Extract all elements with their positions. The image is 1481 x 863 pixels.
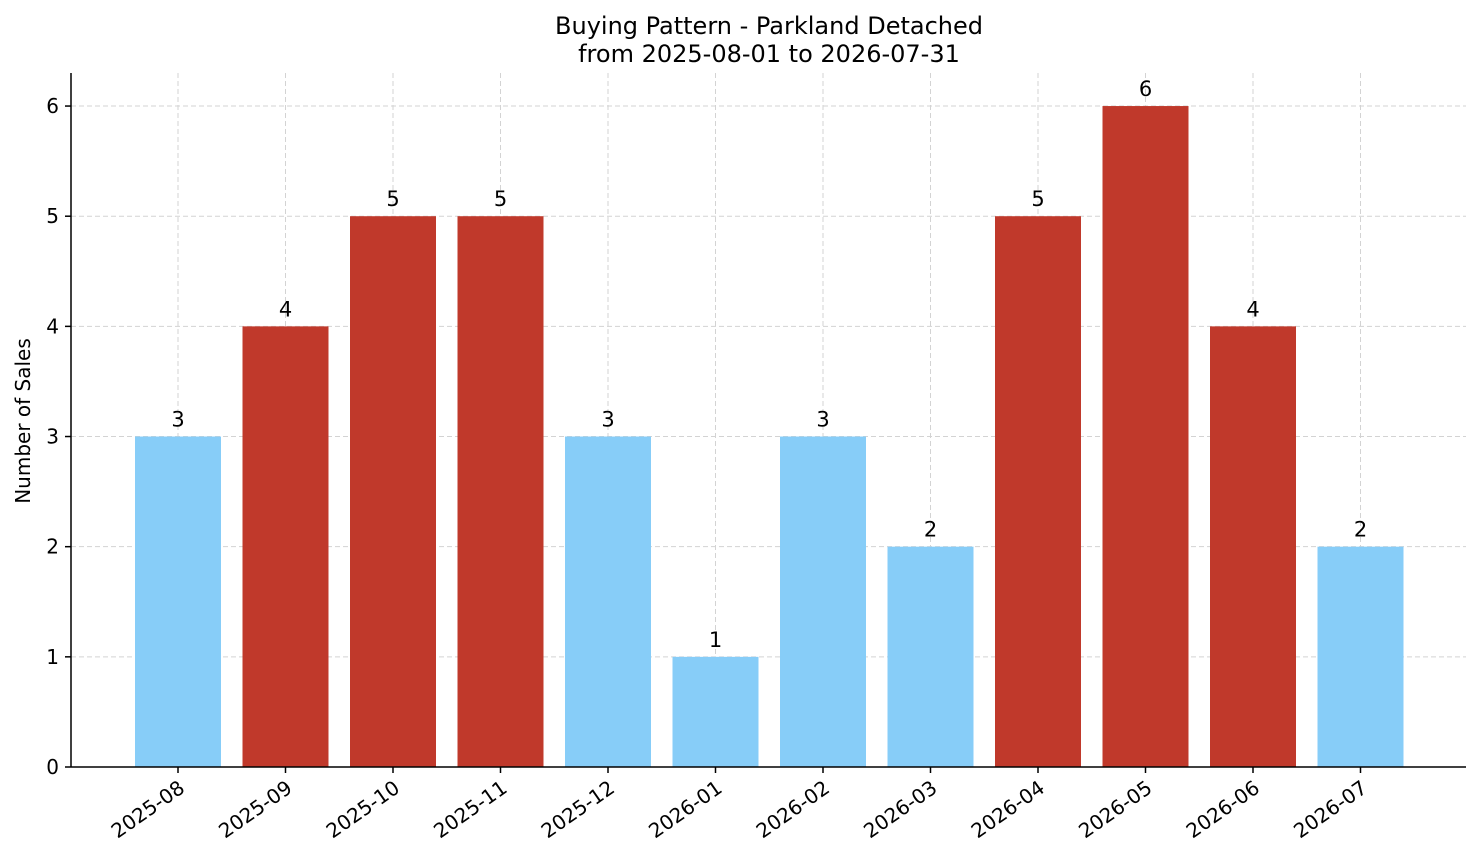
x-tick-label-2025-10: 2025-10 bbox=[322, 775, 404, 843]
x-tick-label-2025-08: 2025-08 bbox=[107, 775, 189, 843]
y-axis-ticks: 0 1 2 3 4 5 6 bbox=[46, 94, 71, 779]
chart-title-line: Buying Pattern - Parkland Detached bbox=[555, 12, 983, 40]
data-label-2025-11: 5 bbox=[494, 187, 507, 211]
data-label-2026-05: 6 bbox=[1139, 77, 1152, 101]
axes bbox=[70, 73, 1466, 768]
x-tick-label-2026-02: 2026-02 bbox=[752, 775, 834, 843]
bars bbox=[135, 106, 1404, 768]
x-tick-label-2026-07: 2026-07 bbox=[1289, 775, 1371, 843]
data-label-2026-07: 2 bbox=[1354, 518, 1367, 542]
x-tick-label-2025-11: 2025-11 bbox=[429, 775, 511, 843]
x-tick-label-2026-06: 2026-06 bbox=[1182, 775, 1264, 843]
bar-2026-05 bbox=[1102, 106, 1189, 768]
data-labels: 3 4 5 5 3 1 3 2 5 6 4 2 bbox=[171, 77, 1367, 652]
bar-2025-12 bbox=[565, 436, 651, 767]
data-label-2026-06: 4 bbox=[1246, 297, 1259, 321]
bar-2026-07 bbox=[1317, 546, 1404, 767]
x-tick-label-2026-01: 2026-01 bbox=[644, 775, 726, 843]
bar-2026-02 bbox=[780, 436, 866, 767]
x-tick-label-2026-05: 2026-05 bbox=[1074, 775, 1156, 843]
data-label-2026-01: 1 bbox=[709, 628, 722, 652]
y-tick-label-2: 2 bbox=[46, 535, 59, 559]
y-tick-label-5: 5 bbox=[46, 204, 59, 228]
x-tick-label-2026-03: 2026-03 bbox=[859, 775, 941, 843]
y-tick-label-4: 4 bbox=[46, 314, 59, 338]
data-label-2025-09: 4 bbox=[279, 297, 292, 321]
x-tick-label-2026-04: 2026-04 bbox=[967, 775, 1049, 843]
data-label-2026-02: 3 bbox=[816, 408, 829, 432]
bar-2025-10 bbox=[350, 216, 436, 767]
data-label-2025-12: 3 bbox=[601, 408, 614, 432]
bar-2025-09 bbox=[242, 326, 329, 767]
bar-2025-11 bbox=[457, 216, 544, 767]
x-tick-label-2025-09: 2025-09 bbox=[214, 775, 296, 843]
x-axis-ticks: 2025-08 2025-09 2025-10 2025-11 2025-12 2026-… bbox=[107, 767, 1371, 843]
bar-2025-08 bbox=[135, 436, 221, 767]
x-tick-label-2025-12: 2025-12 bbox=[537, 775, 619, 843]
bar-2026-03 bbox=[887, 546, 974, 767]
bar-2026-06 bbox=[1210, 326, 1296, 767]
y-axis-label: Number of Sales bbox=[11, 338, 35, 504]
chart-subtitle-line: from 2025-08-01 to 2026-07-31 bbox=[578, 40, 960, 68]
bar-2026-01 bbox=[672, 656, 759, 767]
data-label-2025-10: 5 bbox=[386, 187, 399, 211]
y-tick-label-3: 3 bbox=[46, 425, 59, 449]
y-tick-label-6: 6 bbox=[46, 94, 59, 118]
y-tick-label-1: 1 bbox=[46, 645, 59, 669]
data-label-2026-04: 5 bbox=[1031, 187, 1044, 211]
data-label-2026-03: 2 bbox=[924, 518, 937, 542]
chart-title: Buying Pattern - Parkland Detached from … bbox=[555, 12, 983, 68]
bar-2026-04 bbox=[995, 216, 1081, 767]
data-label-2025-08: 3 bbox=[171, 408, 184, 432]
y-tick-label-0: 0 bbox=[46, 755, 59, 779]
